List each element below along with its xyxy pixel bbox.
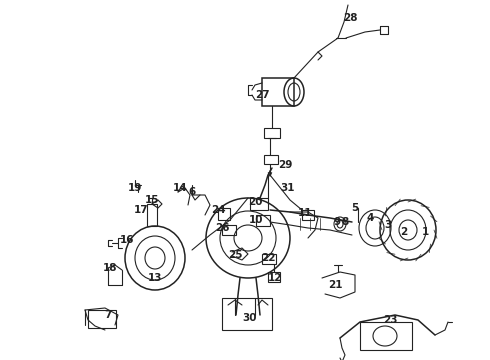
Text: 28: 28 (343, 13, 357, 23)
Text: 11: 11 (298, 208, 312, 218)
Text: 16: 16 (120, 235, 134, 245)
Text: 15: 15 (145, 195, 159, 205)
Text: 31: 31 (281, 183, 295, 193)
Text: 29: 29 (278, 160, 292, 170)
Text: 26: 26 (215, 223, 229, 233)
Text: 13: 13 (148, 273, 162, 283)
Text: 3: 3 (384, 220, 392, 230)
Text: 24: 24 (211, 205, 225, 215)
Text: 19: 19 (128, 183, 142, 193)
Text: 5: 5 (351, 203, 359, 213)
Text: 6: 6 (188, 187, 196, 197)
Text: 1: 1 (421, 227, 429, 237)
Text: 17: 17 (134, 205, 148, 215)
Text: 20: 20 (248, 197, 262, 207)
Text: 7: 7 (104, 310, 112, 320)
Text: 10: 10 (249, 215, 263, 225)
Text: 4: 4 (367, 213, 374, 223)
Text: 22: 22 (261, 253, 275, 263)
Text: 18: 18 (103, 263, 117, 273)
Text: 25: 25 (228, 250, 242, 260)
Text: 21: 21 (328, 280, 342, 290)
Text: 2: 2 (400, 227, 408, 237)
Text: 12: 12 (268, 273, 282, 283)
Text: 9: 9 (333, 217, 341, 227)
Text: 23: 23 (383, 315, 397, 325)
Text: 30: 30 (243, 313, 257, 323)
Text: 8: 8 (342, 217, 348, 227)
Text: 27: 27 (255, 90, 270, 100)
Text: 14: 14 (172, 183, 187, 193)
